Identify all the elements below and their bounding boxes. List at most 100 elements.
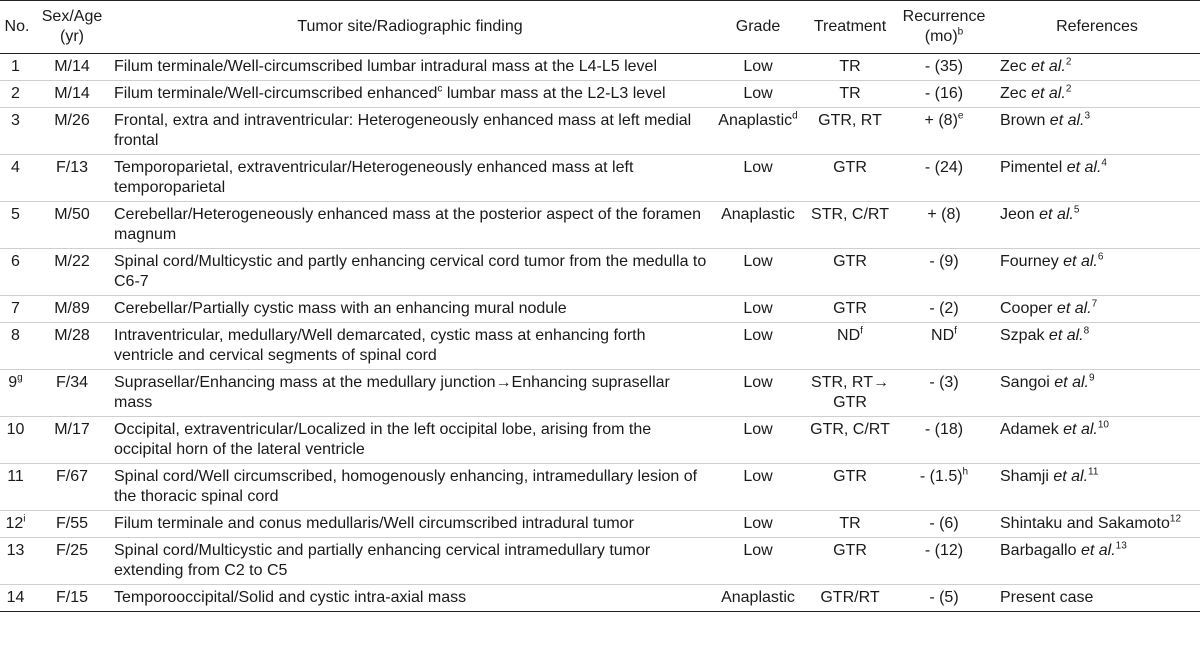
site-text: Temporoparietal, extraventricular/Hetero… [114, 159, 634, 196]
case-number-footnote: g [17, 372, 23, 384]
cell-recurrence: + (8) [894, 201, 994, 249]
cell-grade: Low [710, 248, 806, 296]
site-text: Frontal, extra and intraventricular: Het… [114, 112, 692, 149]
cell-recurrence: - (9) [894, 248, 994, 296]
cell-sex-age: F/55 [34, 510, 110, 538]
cell-grade: Low [710, 463, 806, 511]
recurrence-text: - (2) [929, 300, 959, 317]
recurrence-text: - (12) [924, 542, 964, 559]
header-row: No. Sex/Age (yr) Tumor site/Radiographic… [0, 0, 1200, 54]
cell-grade: Anaplastic [710, 201, 806, 249]
cell-no: 4 [0, 154, 34, 202]
grade-text: Anaplastic [721, 206, 795, 223]
cell-reference: Brown et al.3 [994, 107, 1200, 155]
table-header: No. Sex/Age (yr) Tumor site/Radiographic… [0, 0, 1200, 54]
grade-text: Low [743, 515, 773, 532]
cell-sex-age: F/13 [34, 154, 110, 202]
site-text: Occipital, extraventricular/Localized in… [114, 421, 652, 458]
reference-footnote: 13 [1115, 540, 1127, 552]
header-recurrence-label: Recurrence (mo) [902, 8, 986, 45]
cell-no: 9g [0, 369, 34, 417]
site-text: Spinal cord/Multicystic and partially en… [114, 542, 651, 579]
cell-treatment: GTR [806, 463, 894, 511]
site-text: Temporooccipital/Solid and cystic intra-… [114, 589, 467, 606]
grade-text: Low [743, 300, 773, 317]
reference-et-al: et al. [1044, 327, 1084, 344]
cell-site: Spinal cord/Multicystic and partly enhan… [110, 248, 710, 296]
cell-grade: Low [710, 53, 806, 81]
treatment-text: GTR [833, 159, 867, 176]
cell-treatment: GTR [806, 295, 894, 323]
recurrence-text: - (35) [924, 58, 964, 75]
cell-recurrence: - (2) [894, 295, 994, 323]
reference-footnote: 12 [1169, 513, 1182, 525]
table-body: 1 M/14 Filum terminale/Well-circumscribe… [0, 53, 1200, 612]
table-row: 5 M/50 Cerebellar/Heterogeneously enhanc… [0, 201, 1200, 249]
cell-sex-age: F/34 [34, 369, 110, 417]
cell-recurrence: - (5) [894, 584, 994, 612]
site-text: Filum terminale and conus medullaris/Wel… [114, 515, 634, 532]
cell-recurrence: - (1.5)h [894, 463, 994, 511]
cell-site: Intraventricular, medullary/Well demarca… [110, 322, 710, 370]
recurrence-footnote: e [957, 110, 964, 122]
cell-treatment: NDf [806, 322, 894, 370]
reference-footnote: 10 [1097, 419, 1109, 431]
cell-grade: Low [710, 80, 806, 108]
table-row: 8 M/28 Intraventricular, medullary/Well … [0, 322, 1200, 370]
recurrence-text: - (5) [929, 589, 959, 606]
case-number: 14 [6, 589, 25, 606]
cell-sex-age: F/67 [34, 463, 110, 511]
recurrence-footnote: f [954, 325, 957, 337]
cell-treatment: TR [806, 53, 894, 81]
treatment-text: GTR [833, 468, 867, 485]
cell-grade: Low [710, 416, 806, 464]
cell-sex-age: F/15 [34, 584, 110, 612]
reference-et-al: et al. [1052, 300, 1092, 317]
grade-text: Low [743, 159, 773, 176]
table-row: 3 M/26 Frontal, extra and intraventricul… [0, 107, 1200, 155]
grade-footnote: d [792, 110, 798, 122]
reference-et-al: et al. [1026, 58, 1066, 75]
reference-author: Jeon [1000, 206, 1035, 223]
cell-grade: Low [710, 369, 806, 417]
cell-site: Temporooccipital/Solid and cystic intra-… [110, 584, 710, 612]
reference-author: Zec [1000, 58, 1027, 75]
reference-footnote: 11 [1088, 466, 1099, 478]
treatment-text: TR [839, 515, 861, 532]
cell-no: 7 [0, 295, 34, 323]
reference-author: Shamji [1000, 468, 1049, 485]
reference-footnote: 7 [1091, 298, 1098, 310]
reference-author: Pimentel [1000, 159, 1063, 176]
cell-treatment: STR, C/RT [806, 201, 894, 249]
case-number: 11 [7, 468, 24, 485]
header-recurrence-footnote: b [957, 26, 964, 38]
cell-sex-age: F/25 [34, 537, 110, 585]
cell-no: 12i [0, 510, 34, 538]
header-no: No. [0, 0, 34, 54]
cell-treatment: GTR [806, 248, 894, 296]
cell-recurrence: - (24) [894, 154, 994, 202]
cell-recurrence: - (12) [894, 537, 994, 585]
cell-sex-age: M/14 [34, 53, 110, 81]
site-text: Intraventricular, medullary/Well demarca… [114, 327, 646, 364]
cell-no: 1 [0, 53, 34, 81]
reference-author: Zec [1000, 85, 1027, 102]
recurrence-footnote: h [962, 466, 969, 478]
reference-footnote: 5 [1073, 204, 1080, 216]
treatment-text: STR, C/RT [811, 206, 889, 223]
cell-reference: Zec et al.2 [994, 53, 1200, 81]
cell-sex-age: M/26 [34, 107, 110, 155]
treatment-text: TR [839, 58, 861, 75]
table-row: 1 M/14 Filum terminale/Well-circumscribe… [0, 53, 1200, 81]
cell-site: Spinal cord/Well circumscribed, homogeno… [110, 463, 710, 511]
table-row: 6 M/22 Spinal cord/Multicystic and partl… [0, 248, 1200, 296]
cell-no: 2 [0, 80, 34, 108]
cell-grade: Low [710, 537, 806, 585]
table-row: 14 F/15 Temporooccipital/Solid and cysti… [0, 584, 1200, 612]
cell-recurrence: - (16) [894, 80, 994, 108]
cell-site: Cerebellar/Heterogeneously enhanced mass… [110, 201, 710, 249]
recurrence-text: - (16) [924, 85, 964, 102]
cell-treatment: GTR [806, 154, 894, 202]
reference-author: Present case [1000, 589, 1094, 606]
case-number: 13 [6, 542, 25, 559]
